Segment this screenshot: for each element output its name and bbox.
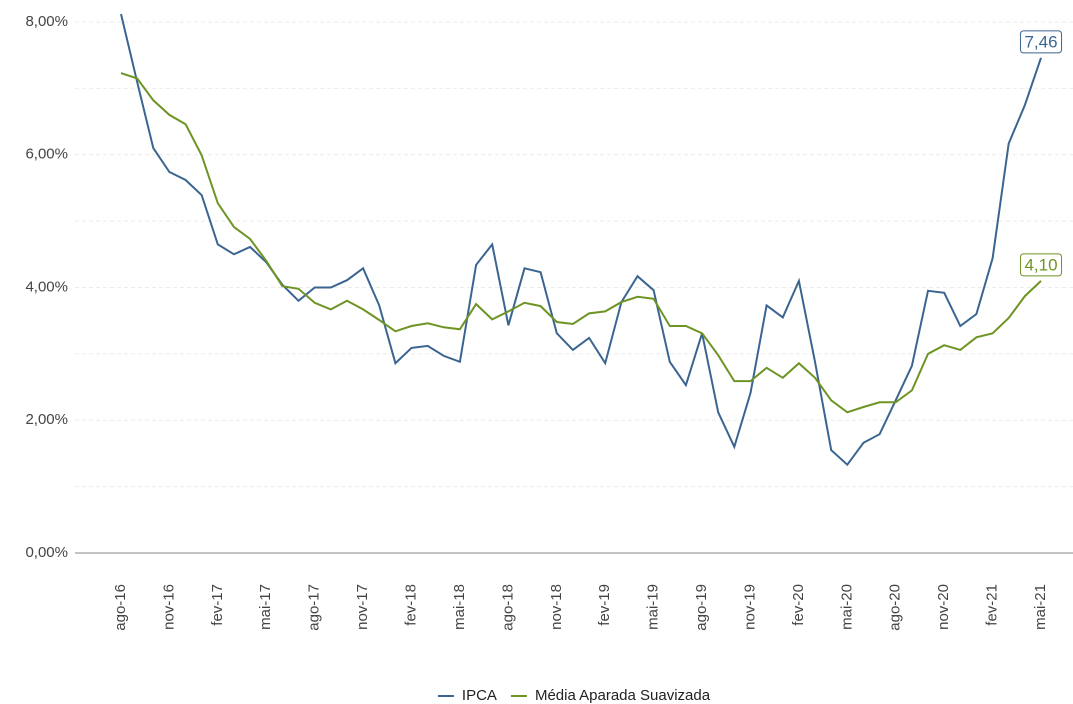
x-tick-label: ago-18 — [499, 584, 516, 631]
legend: IPCA Média Aparada Suavizada — [437, 687, 711, 704]
x-tick-label: fev-20 — [790, 584, 807, 626]
y-tick-label: 6,00% — [25, 146, 68, 163]
line — [120, 72, 1042, 414]
x-tick-label: mai-18 — [451, 584, 468, 630]
x-tick-label: mai-20 — [838, 584, 855, 630]
value-label-box — [1019, 253, 1063, 277]
y-tick-label: 0,00% — [25, 544, 68, 561]
x-tick-label: nov-17 — [354, 584, 371, 630]
value-label: 4,10 — [1024, 255, 1057, 274]
x-tick-label: ago-19 — [693, 584, 710, 631]
x-tick-label: ago-16 — [112, 584, 129, 631]
x-tick-label: mai-17 — [257, 584, 274, 630]
x-tick-label: mai-21 — [1032, 584, 1049, 630]
y-tick-label: 4,00% — [25, 278, 68, 295]
x-tick-label: ago-20 — [887, 584, 904, 631]
x-tick-label: fev-19 — [596, 584, 613, 626]
legend-label: IPCA — [462, 687, 497, 704]
legend-label: Média Aparada Suavizada — [535, 687, 711, 704]
x-tick-label: fev-17 — [209, 584, 226, 626]
x-tick-label: nov-19 — [741, 584, 758, 630]
y-tick-label: 2,00% — [25, 411, 68, 428]
x-tick-label: fev-21 — [984, 584, 1001, 626]
value-label: 7,46 — [1024, 32, 1057, 51]
value-label-box — [1019, 30, 1063, 54]
x-tick-label: fev-18 — [402, 584, 419, 626]
x-tick-label: nov-18 — [548, 584, 565, 630]
x-tick-label: mai-19 — [645, 584, 662, 630]
x-tick-label: ago-17 — [306, 584, 323, 631]
y-tick-label: 8,00% — [25, 13, 68, 30]
x-tick-label: nov-20 — [935, 584, 952, 630]
x-tick-label: nov-16 — [160, 584, 177, 630]
